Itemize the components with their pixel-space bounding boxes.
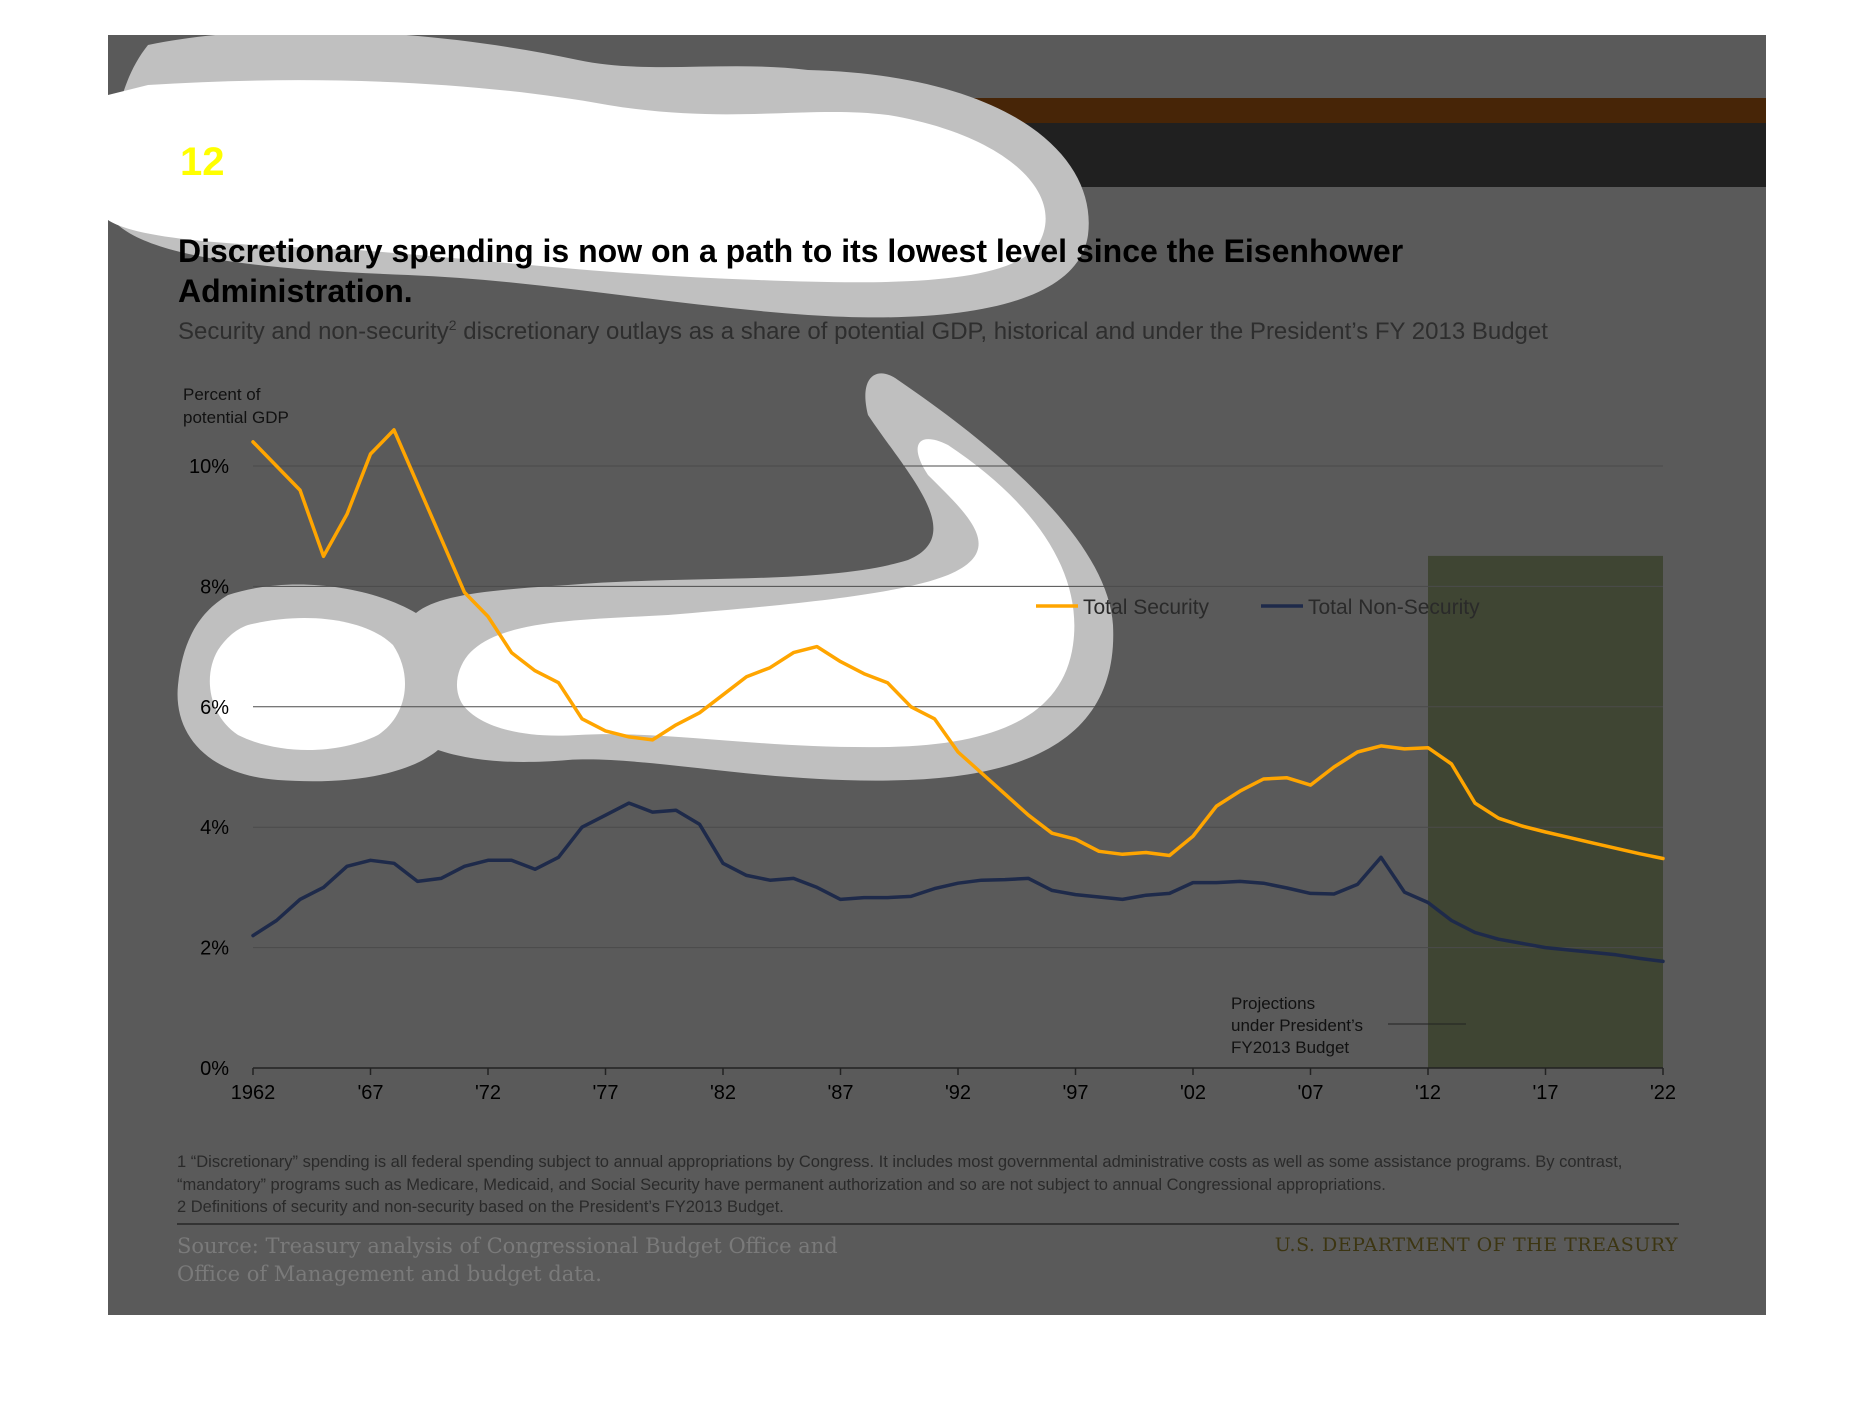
- footer-divider: [177, 1223, 1679, 1225]
- projection-layer: [1428, 555, 1663, 1068]
- y-tick-label: 6%: [200, 697, 229, 719]
- axis-layer: 0% 2% 4% 6% 8% 10% 1962 '67 '72 '77 '82 '87 '92 '97 '0…: [189, 456, 1676, 1104]
- x-tick-label: '77: [592, 1082, 618, 1104]
- title-text: Discretionary Spending: [234, 139, 715, 186]
- projection-region: [1428, 555, 1663, 1068]
- subtitle: Security and non-security2 discretionary…: [178, 317, 1548, 346]
- x-tick-label: '17: [1532, 1082, 1558, 1104]
- footnotes: 1 “Discretionary” spending is all federa…: [177, 1151, 1687, 1219]
- x-tick-label: '07: [1297, 1082, 1323, 1104]
- chart: 0% 2% 4% 6% 8% 10% 1962 '67 '72 '77 '82 '87 '92 '97 '0…: [183, 385, 1676, 1104]
- x-tick-label: '72: [475, 1082, 501, 1104]
- x-tick-label: '92: [945, 1082, 971, 1104]
- y-tick-label: 0%: [200, 1058, 229, 1080]
- y-tick-label: 10%: [189, 456, 229, 478]
- slide-number: 12: [180, 140, 225, 185]
- x-tick-label: '87: [827, 1082, 853, 1104]
- source-note: Source: Treasury analysis of Congression…: [177, 1234, 838, 1286]
- y-tick-label: 4%: [200, 817, 229, 839]
- x-tick-label: '22: [1650, 1082, 1676, 1104]
- footnote-2: 2 Definitions of security and non-securi…: [177, 1198, 784, 1216]
- highlight-blob-chart-inner-2: [456, 439, 1075, 748]
- x-tick-label: 1962: [231, 1082, 276, 1104]
- x-tick-label: '02: [1180, 1082, 1206, 1104]
- x-tick-label: '97: [1062, 1082, 1088, 1104]
- series-line-total-security: [251, 428, 1665, 861]
- headline: Discretionary spending is now on a path …: [178, 233, 1404, 309]
- legend-label: Total Non-Security: [1308, 596, 1480, 619]
- legend: Total Security Total Non-Security: [1036, 596, 1480, 619]
- slide: Fiscal Policy 12 Discretionary Spending1 …: [108, 35, 1766, 1315]
- y-tick-label: 8%: [200, 576, 229, 598]
- title-footnote-marker: 1: [714, 139, 730, 167]
- page-title: 12 Discretionary Spending1: [180, 129, 730, 186]
- subtitle-part-2: discretionary outlays as a share of pote…: [456, 318, 1548, 345]
- y-tick-label: 2%: [200, 938, 229, 960]
- highlight-blob-chart-inner: [209, 617, 405, 750]
- series-line-total-non-security: [251, 801, 1665, 964]
- x-tick-label: '12: [1415, 1082, 1441, 1104]
- x-tick-label: '82: [710, 1082, 736, 1104]
- highlight-blob-title-inner: [108, 80, 1046, 283]
- footnote-1: 1 “Discretionary” spending is all federa…: [177, 1153, 1623, 1194]
- y-axis-label-line-2: potential GDP: [183, 408, 289, 427]
- projection-annotation: Projections under President’s FY2013 Bud…: [1231, 994, 1466, 1057]
- projection-label-line-3: FY2013 Budget: [1231, 1038, 1349, 1057]
- grid-layer: [253, 465, 1663, 949]
- y-axis-label-line-1: Percent of: [183, 385, 261, 404]
- section-label: Fiscal Policy: [180, 101, 277, 118]
- series-layer: [251, 428, 1665, 964]
- projection-label-line-2: under President’s: [1231, 1016, 1363, 1035]
- agency-name: U.S. DEPARTMENT OF THE TREASURY: [1274, 1234, 1678, 1256]
- subtitle-footnote-marker: 2: [448, 317, 457, 333]
- x-tick-label: '67: [357, 1082, 383, 1104]
- subtitle-part-1: Security and non-security: [178, 318, 449, 345]
- projection-label-line-1: Projections: [1231, 994, 1315, 1013]
- legend-label: Total Security: [1083, 596, 1210, 619]
